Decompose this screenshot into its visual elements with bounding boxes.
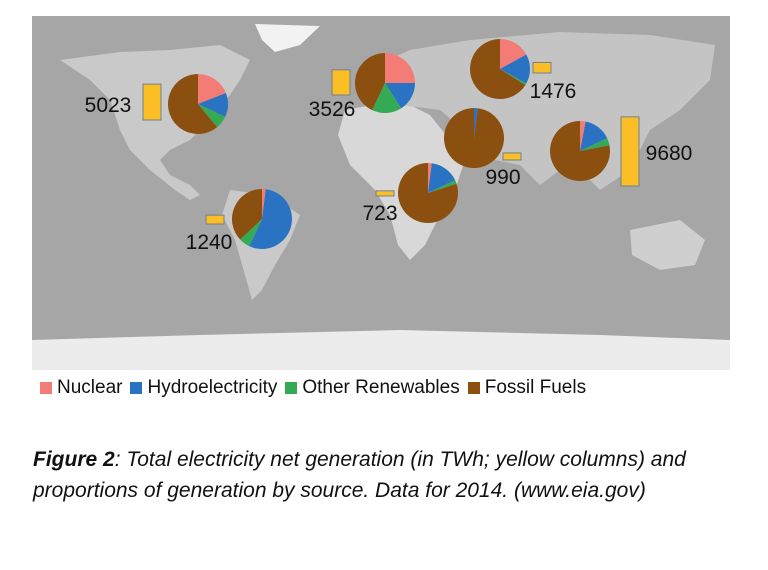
- total-column: [142, 83, 162, 121]
- pie-slice-nuclear: [500, 39, 527, 69]
- total-column: [502, 152, 522, 161]
- legend-swatch: [467, 382, 480, 394]
- total-column: [620, 116, 640, 187]
- total-label: 723: [362, 202, 397, 225]
- pie-slice-hydro: [474, 108, 478, 138]
- region-group: 9680: [550, 116, 693, 187]
- legend: Nuclear Hydroelectricity Other Renewable…: [40, 377, 594, 399]
- australia-land: [630, 220, 705, 270]
- pie-slice-fossil: [398, 163, 459, 223]
- region-group: 5023: [85, 74, 228, 134]
- region-group: 990: [444, 108, 522, 189]
- region-group: 1240: [186, 189, 293, 254]
- pie-slice-fossil: [444, 108, 505, 168]
- total-label: 990: [485, 166, 520, 189]
- pie-slice-nuclear: [385, 53, 415, 83]
- pie-slice-other-renewables: [372, 83, 402, 113]
- total-label: 3526: [309, 98, 356, 121]
- total-column: [331, 69, 351, 96]
- total-column: [205, 214, 225, 225]
- legend-item-fossil: Fossil Fuels: [467, 377, 587, 399]
- total-label: 9680: [646, 142, 693, 165]
- pie-slice-fossil: [168, 74, 218, 134]
- pie-slice-nuclear: [198, 74, 226, 104]
- pie-slice-other-renewables: [428, 180, 457, 193]
- total-label: 1240: [186, 231, 233, 254]
- region-group: 723: [362, 163, 459, 225]
- pie-slice-fossil: [550, 121, 611, 182]
- pie-slice-nuclear: [580, 121, 586, 151]
- pie-slice-fossil: [355, 53, 385, 111]
- antarctica-land: [32, 330, 730, 370]
- total-label: 1476: [530, 80, 577, 103]
- legend-swatch: [130, 382, 143, 394]
- pie-slice-other-renewables: [240, 219, 262, 247]
- pie-slice-hydro: [580, 121, 608, 151]
- caption-text: : Total electricity net generation (in T…: [33, 448, 686, 502]
- region-group: 1476: [470, 39, 576, 103]
- pie-slice-hydro: [428, 163, 456, 193]
- legend-item-nuclear: Nuclear: [40, 377, 122, 399]
- total-label: 5023: [85, 94, 132, 117]
- pie-slice-other-renewables: [198, 104, 226, 128]
- pie-slice-nuclear: [262, 189, 266, 219]
- pie-slice-hydro: [500, 54, 530, 84]
- legend-swatch: [285, 382, 298, 394]
- region-group: 3526: [309, 53, 415, 121]
- figure-label: Figure 2: [33, 448, 115, 471]
- pie-slice-fossil: [470, 39, 526, 99]
- legend-item-hydro: Hydroelectricity: [130, 377, 277, 399]
- greenland-land: [255, 24, 320, 52]
- legend-label: Hydroelectricity: [147, 377, 278, 398]
- legend-label: Nuclear: [57, 377, 123, 398]
- pie-slice-nuclear: [428, 163, 432, 193]
- pie-slice-hydro: [385, 83, 415, 109]
- pie-slice-other-renewables: [580, 138, 610, 151]
- legend-label: Other Renewables: [302, 377, 460, 398]
- pie-slice-hydro: [249, 189, 293, 249]
- total-column: [532, 61, 552, 74]
- pie-slice-fossil: [231, 189, 262, 240]
- figure-caption: Figure 2: Total electricity net generati…: [33, 444, 733, 506]
- total-column: [375, 190, 395, 197]
- legend-item-other-renewables: Other Renewables: [285, 377, 460, 399]
- legend-label: Fossil Fuels: [484, 377, 587, 398]
- pie-slice-hydro: [198, 92, 228, 117]
- legend-swatch: [40, 382, 52, 394]
- pie-slice-other-renewables: [500, 69, 527, 86]
